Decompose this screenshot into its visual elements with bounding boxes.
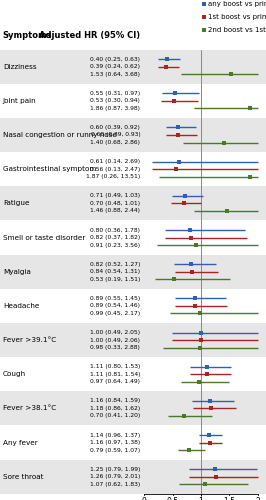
Text: 1.87 (0.26, 13.51): 1.87 (0.26, 13.51) xyxy=(86,174,140,179)
Text: Nasal congestion or runny nose: Nasal congestion or runny nose xyxy=(3,132,117,138)
Text: Dizziness: Dizziness xyxy=(3,64,36,70)
Bar xyxy=(0,152,266,186)
Bar xyxy=(0,84,266,118)
Text: 0.97 (0.64, 1.49): 0.97 (0.64, 1.49) xyxy=(90,379,140,384)
Text: 0.70 (0.48, 1.01): 0.70 (0.48, 1.01) xyxy=(90,201,140,206)
Text: Cough: Cough xyxy=(3,371,26,377)
Bar xyxy=(0,460,266,494)
Text: 0.89 (0.54, 1.46): 0.89 (0.54, 1.46) xyxy=(90,304,140,308)
Text: 1.00 (0.49, 2.06): 1.00 (0.49, 2.06) xyxy=(90,338,140,342)
Text: 1st boost vs prime: 1st boost vs prime xyxy=(208,14,266,20)
Bar xyxy=(0,289,266,323)
Text: 1.53 (0.64, 3.68): 1.53 (0.64, 3.68) xyxy=(90,72,140,76)
Bar xyxy=(0,186,266,220)
Text: 1.86 (0.87, 3.98): 1.86 (0.87, 3.98) xyxy=(90,106,140,111)
Bar xyxy=(0,0,266,50)
Text: 1.18 (0.86, 1.62): 1.18 (0.86, 1.62) xyxy=(90,406,140,411)
Text: Adjusted HR (95% CI): Adjusted HR (95% CI) xyxy=(39,31,140,40)
Bar xyxy=(0,254,266,289)
Text: 0.5: 0.5 xyxy=(167,496,179,500)
Bar xyxy=(0,426,266,460)
Text: Fever >39.1°C: Fever >39.1°C xyxy=(3,337,56,343)
Text: 1.07 (0.62, 1.83): 1.07 (0.62, 1.83) xyxy=(90,482,140,487)
Text: Smell or taste disorder: Smell or taste disorder xyxy=(3,234,85,240)
Text: 0.82 (0.37, 1.82): 0.82 (0.37, 1.82) xyxy=(90,235,140,240)
Text: 1: 1 xyxy=(198,496,203,500)
Text: 0.84 (0.54, 1.31): 0.84 (0.54, 1.31) xyxy=(90,269,140,274)
Text: 0.61 (0.14, 2.69): 0.61 (0.14, 2.69) xyxy=(90,159,140,164)
Text: Myalgia: Myalgia xyxy=(3,268,31,274)
Text: 1.16 (0.84, 1.59): 1.16 (0.84, 1.59) xyxy=(90,398,140,404)
Text: 0.70 (0.41, 1.20): 0.70 (0.41, 1.20) xyxy=(90,414,140,418)
Text: 0: 0 xyxy=(142,496,147,500)
Text: 1.16 (0.97, 1.38): 1.16 (0.97, 1.38) xyxy=(90,440,140,445)
Text: 1.40 (0.68, 2.86): 1.40 (0.68, 2.86) xyxy=(90,140,140,145)
Text: Fatigue: Fatigue xyxy=(3,200,29,206)
Text: 0.91 (0.23, 3.56): 0.91 (0.23, 3.56) xyxy=(90,242,140,248)
Text: 1.25 (0.79, 1.99): 1.25 (0.79, 1.99) xyxy=(90,466,140,471)
Text: 0.89 (0.55, 1.45): 0.89 (0.55, 1.45) xyxy=(90,296,140,301)
Text: 0.99 (0.45, 2.17): 0.99 (0.45, 2.17) xyxy=(90,311,140,316)
Text: 0.60 (0.39, 0.92): 0.60 (0.39, 0.92) xyxy=(90,125,140,130)
Text: 0.80 (0.36, 1.78): 0.80 (0.36, 1.78) xyxy=(90,228,140,232)
Text: 1.46 (0.88, 2.44): 1.46 (0.88, 2.44) xyxy=(90,208,140,214)
Text: 0.40 (0.25, 0.63): 0.40 (0.25, 0.63) xyxy=(90,56,140,62)
Text: 1.5: 1.5 xyxy=(223,496,235,500)
Text: 1.14 (0.96, 1.37): 1.14 (0.96, 1.37) xyxy=(90,432,140,438)
Text: Sore throat: Sore throat xyxy=(3,474,43,480)
Bar xyxy=(0,357,266,392)
Text: 0.53 (0.30, 0.94): 0.53 (0.30, 0.94) xyxy=(90,98,140,103)
Text: Fever >38.1°C: Fever >38.1°C xyxy=(3,406,56,411)
Text: 0.71 (0.49, 1.03): 0.71 (0.49, 1.03) xyxy=(90,194,140,198)
Text: Gastrointestinal symptom: Gastrointestinal symptom xyxy=(3,166,96,172)
Text: 0.82 (0.52, 1.27): 0.82 (0.52, 1.27) xyxy=(90,262,140,266)
Text: 1.11 (0.81, 1.54): 1.11 (0.81, 1.54) xyxy=(90,372,140,376)
Bar xyxy=(0,220,266,254)
Text: 0.56 (0.13, 2.47): 0.56 (0.13, 2.47) xyxy=(90,166,140,172)
Text: 1.26 (0.79, 2.01): 1.26 (0.79, 2.01) xyxy=(90,474,140,480)
Text: Any fever: Any fever xyxy=(3,440,38,446)
Bar xyxy=(0,118,266,152)
Text: 0.60 (0.39, 0.93): 0.60 (0.39, 0.93) xyxy=(91,132,140,138)
Text: 0.55 (0.31, 0.97): 0.55 (0.31, 0.97) xyxy=(90,91,140,96)
Text: 1.11 (0.80, 1.53): 1.11 (0.80, 1.53) xyxy=(90,364,140,369)
Bar xyxy=(0,392,266,426)
Text: 2: 2 xyxy=(255,496,260,500)
Text: 0.98 (0.33, 2.88): 0.98 (0.33, 2.88) xyxy=(90,345,140,350)
Text: 0.79 (0.59, 1.07): 0.79 (0.59, 1.07) xyxy=(90,448,140,452)
Bar xyxy=(0,323,266,357)
Text: 0.39 (0.24, 0.62): 0.39 (0.24, 0.62) xyxy=(90,64,140,69)
Text: Joint pain: Joint pain xyxy=(3,98,36,104)
Text: any boost vs prime: any boost vs prime xyxy=(208,1,266,7)
Text: 0.53 (0.19, 1.51): 0.53 (0.19, 1.51) xyxy=(90,276,140,281)
Bar xyxy=(0,50,266,84)
Text: Headache: Headache xyxy=(3,303,39,309)
Text: 1.00 (0.49, 2.05): 1.00 (0.49, 2.05) xyxy=(90,330,140,335)
Text: 2nd boost vs 1st boost: 2nd boost vs 1st boost xyxy=(208,27,266,33)
Text: Symptoms: Symptoms xyxy=(3,31,52,40)
